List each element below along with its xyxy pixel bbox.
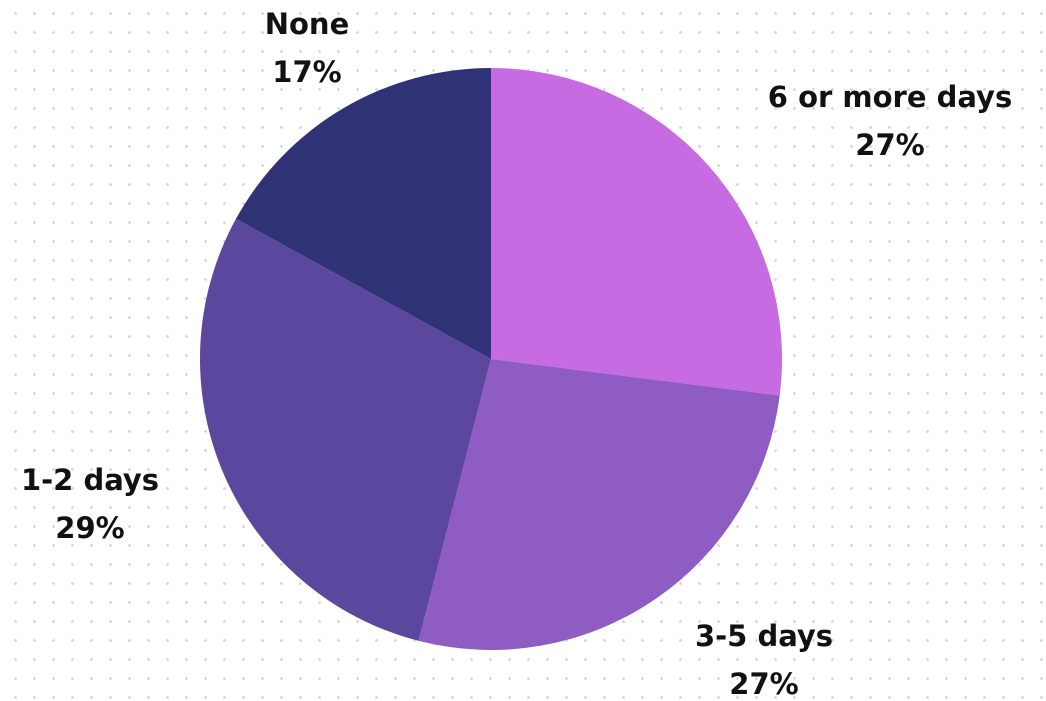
pie-slice-none	[235, 68, 491, 359]
value-none: 17%	[272, 55, 341, 89]
pie-slice-1-2-days	[199, 218, 492, 641]
label-6-or-more-days: 6 or more days	[768, 80, 1012, 114]
value-1-2-days: 29%	[55, 511, 124, 545]
pie-slices	[199, 68, 783, 651]
pie-slice-3-5-days	[418, 359, 780, 651]
slice-labels: 6 or more days 27% 3-5 days 27% 1-2 days…	[21, 7, 1012, 701]
value-3-5-days: 27%	[729, 667, 798, 701]
label-none: None	[265, 7, 350, 41]
pie-slice-6-or-more-days	[491, 68, 783, 396]
value-6-or-more-days: 27%	[855, 128, 924, 162]
label-1-2-days: 1-2 days	[21, 463, 159, 497]
label-3-5-days: 3-5 days	[695, 619, 833, 653]
